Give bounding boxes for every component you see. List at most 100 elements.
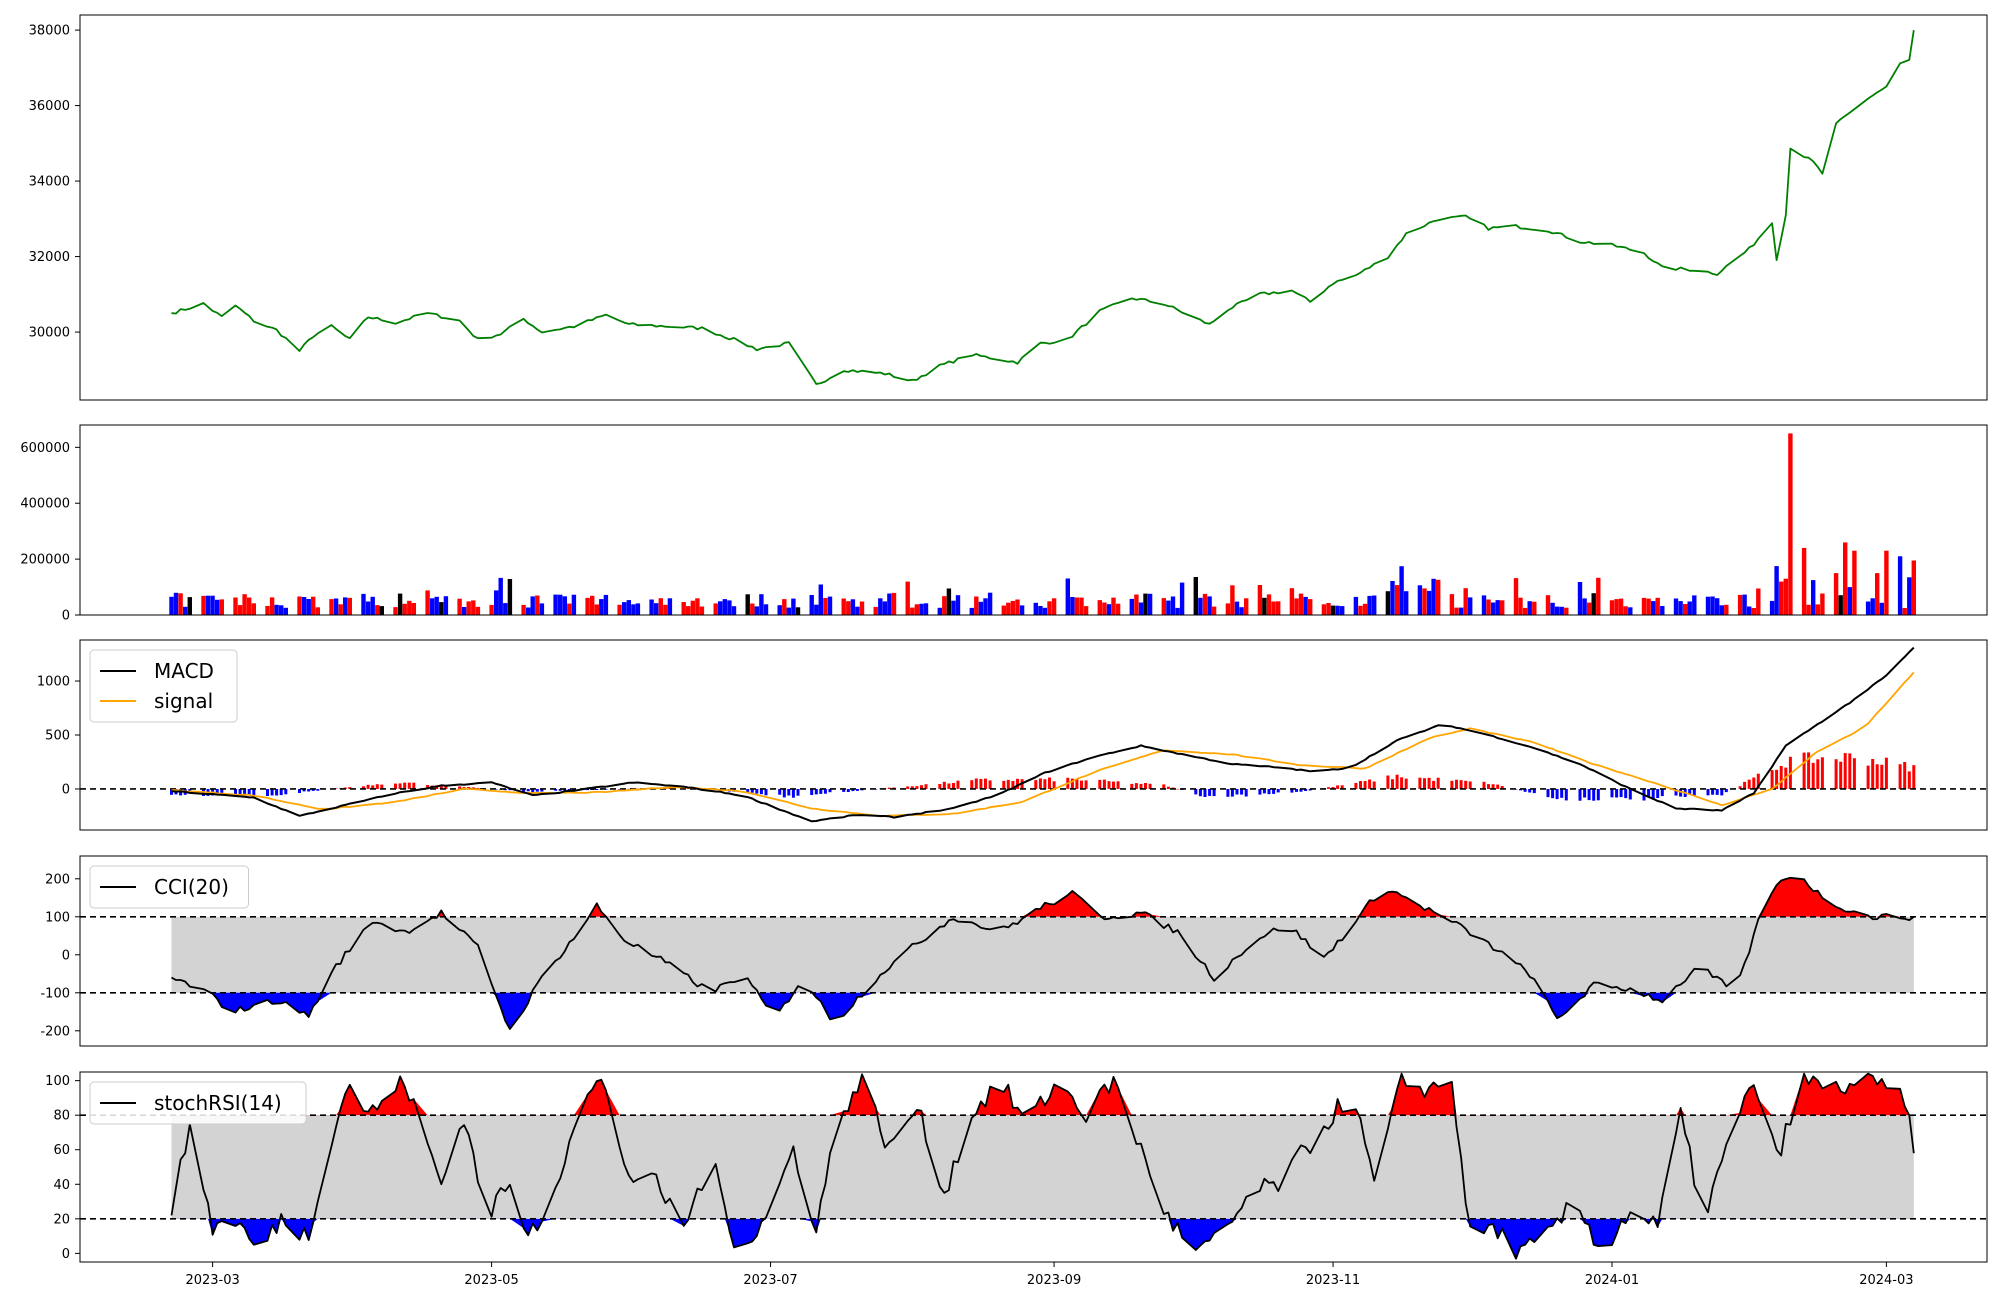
- volume-bar: [1490, 602, 1496, 615]
- volume-bar: [526, 607, 531, 615]
- cci-overbought-fill: [171, 877, 1914, 917]
- volume-bar: [937, 607, 942, 615]
- volume-bar: [1655, 597, 1660, 615]
- volume-bar: [1006, 602, 1011, 615]
- macd-histogram-bar: [1487, 784, 1490, 789]
- macd-histogram-bar: [526, 789, 530, 792]
- volume-bar: [215, 599, 220, 615]
- macd-histogram-bar: [234, 789, 237, 795]
- macd-legend-box: [89, 649, 238, 723]
- volume-bar: [1820, 593, 1825, 615]
- macd-histogram-bar: [1455, 779, 1458, 789]
- volume-bar: [594, 604, 599, 615]
- volume-bar: [1838, 595, 1843, 615]
- volume-bar: [1179, 582, 1185, 615]
- macd-histogram-bar: [974, 778, 978, 789]
- macd-histogram-bar: [746, 789, 750, 793]
- volume-bar: [823, 598, 828, 615]
- macd-histogram-bar: [1624, 789, 1628, 799]
- volume-bar: [1815, 604, 1820, 615]
- volume-bar: [1417, 585, 1423, 615]
- macd-histogram-bar: [787, 789, 791, 796]
- volume-bar: [1737, 594, 1743, 615]
- volume-bar: [365, 601, 371, 615]
- macd-histogram-bar: [915, 786, 919, 789]
- volume-bar: [237, 605, 243, 615]
- macd-histogram-bar: [956, 780, 960, 789]
- macd-histogram-bar: [1400, 777, 1404, 789]
- volume-bar: [667, 598, 673, 615]
- macd-histogram-bar: [1176, 788, 1180, 790]
- macd-histogram-bar: [1706, 789, 1710, 796]
- volume-bar: [1751, 608, 1756, 615]
- volume-bar: [1875, 573, 1880, 615]
- volume-bar: [663, 604, 668, 615]
- volume-bar: [1010, 600, 1016, 615]
- macd-histogram-bar: [1628, 789, 1632, 800]
- volume-bar: [434, 596, 439, 615]
- macd-histogram-bar: [952, 783, 955, 789]
- volume-bar: [521, 604, 526, 615]
- macd-histogram-bar: [1295, 789, 1298, 792]
- volume-bar: [219, 599, 224, 615]
- volume-bar: [919, 603, 924, 615]
- volume-bar: [173, 592, 179, 615]
- macd-histogram-bar: [1011, 781, 1015, 789]
- macd-histogram-bar: [586, 789, 590, 791]
- volume-bar: [301, 597, 307, 615]
- volume-bar: [370, 596, 375, 615]
- volume-bar: [1513, 578, 1519, 615]
- volume-bar: [1724, 604, 1729, 615]
- volume-bar: [1769, 600, 1775, 615]
- macd-histogram-bar: [942, 781, 946, 789]
- volume-bar: [429, 598, 435, 615]
- macd-histogram-bar: [1359, 781, 1362, 789]
- x-tick-label: 2023-05: [464, 1273, 518, 1288]
- volume-bar: [1495, 600, 1500, 615]
- cci-ytick-label: -100: [40, 986, 70, 1001]
- volume-bar: [622, 602, 627, 615]
- volume-bar: [873, 606, 878, 615]
- volume-bar: [599, 599, 604, 615]
- volume-bar: [1276, 601, 1281, 615]
- volume-bar: [1262, 597, 1267, 615]
- volume-bar: [274, 604, 279, 615]
- volume-bar: [439, 602, 444, 615]
- volume-bar: [791, 598, 796, 615]
- macd-histogram-bar: [791, 789, 795, 798]
- macd-histogram-bar: [1386, 775, 1390, 789]
- macd-histogram-bar: [348, 787, 352, 789]
- volume-bar: [1907, 577, 1912, 615]
- volume-bar: [183, 606, 188, 615]
- volume-bar: [1015, 599, 1020, 615]
- volume-bar: [1065, 578, 1070, 615]
- macd-histogram-bar: [1880, 764, 1884, 789]
- volume-bar: [1244, 598, 1249, 615]
- cci-ytick-label: -200: [40, 1024, 70, 1039]
- volume-bar: [1449, 594, 1455, 615]
- macd-histogram-bar: [375, 784, 379, 789]
- macd-histogram-bar: [970, 780, 974, 789]
- volume-bar: [443, 596, 449, 615]
- volume-bar: [201, 595, 206, 615]
- macd-histogram-bar: [1230, 789, 1234, 797]
- macd-histogram-bar: [796, 789, 800, 796]
- volume-bar: [247, 597, 252, 615]
- volume-bar: [539, 603, 545, 615]
- macd-histogram-bar: [1423, 778, 1426, 789]
- volume-bar: [1070, 597, 1075, 615]
- volume-bar: [795, 607, 801, 615]
- macd-histogram-bar: [1674, 789, 1678, 796]
- volume-bar: [1170, 596, 1176, 615]
- volume-bar: [1298, 593, 1304, 615]
- macd-histogram-bar: [1240, 789, 1244, 795]
- volume-bar: [1623, 606, 1628, 615]
- macd-histogram-bar: [1871, 759, 1875, 789]
- macd-histogram-bar: [764, 789, 768, 796]
- macd-histogram-bar: [1811, 762, 1815, 789]
- macd-histogram-bar: [1843, 753, 1847, 789]
- volume-bar: [1897, 556, 1903, 615]
- volume-bar: [407, 600, 412, 615]
- volume-bar: [649, 599, 654, 615]
